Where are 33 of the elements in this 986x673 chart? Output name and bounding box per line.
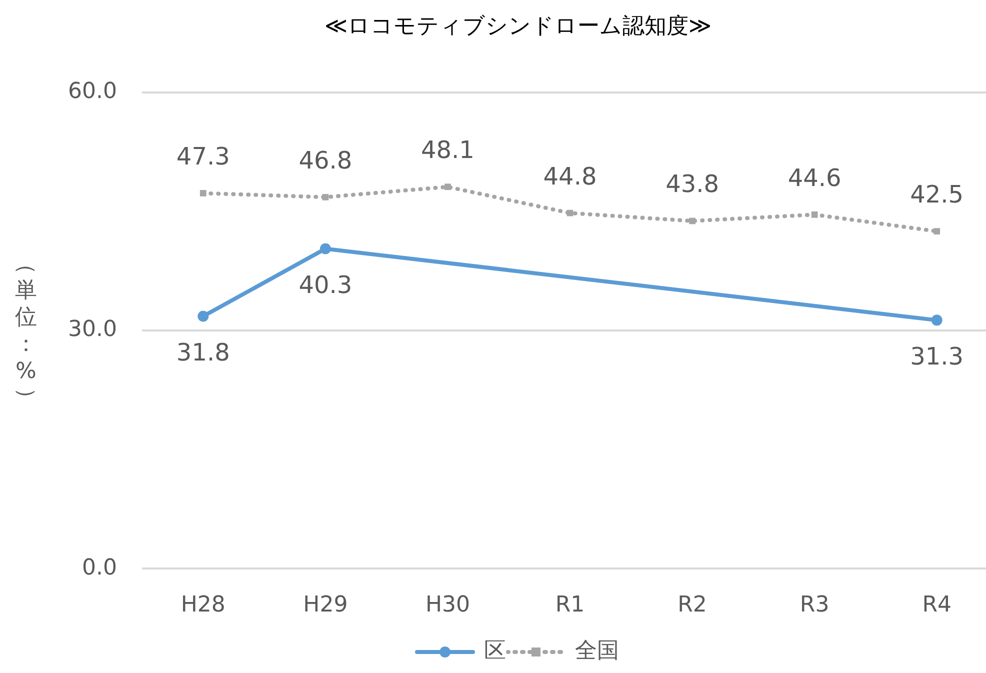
point: [198, 310, 209, 322]
data-label: 47.3: [176, 142, 230, 170]
point: [811, 211, 818, 218]
chart-title: ≪ロコモティブシンドローム認知度≫: [324, 14, 712, 39]
legend-label: 区: [484, 638, 506, 664]
data-label: 42.5: [910, 180, 964, 209]
data-label: 44.6: [788, 164, 842, 192]
point: [320, 243, 331, 254]
legend-label: 全国: [575, 638, 619, 664]
data-label: 46.8: [298, 146, 352, 174]
x-tick-label: H28: [180, 592, 226, 618]
x-tick-label: R4: [922, 592, 952, 618]
point: [200, 190, 206, 196]
x-tick-label: H29: [303, 592, 348, 618]
data-label: 31.8: [176, 338, 230, 366]
y-tick-label: 30.0: [68, 317, 117, 342]
data-label: 40.3: [298, 270, 352, 299]
data-label: 43.8: [666, 170, 720, 198]
point: [689, 218, 696, 224]
y-axis-title: （単位：%）: [12, 252, 40, 409]
data-label: 44.8: [543, 162, 597, 190]
point: [931, 314, 942, 326]
x-tick-label: R1: [555, 592, 585, 618]
data-label: 48.1: [420, 136, 474, 164]
x-tick-label: R2: [678, 592, 707, 618]
data-label: 31.3: [910, 342, 964, 370]
x-tick-label: R3: [800, 592, 830, 618]
point: [934, 228, 940, 234]
x-tick-label: H30: [425, 592, 470, 618]
y-tick-label: 0.0: [82, 555, 117, 580]
point: [322, 194, 329, 200]
point: [444, 184, 451, 190]
y-tick-label: 60.0: [68, 79, 117, 104]
